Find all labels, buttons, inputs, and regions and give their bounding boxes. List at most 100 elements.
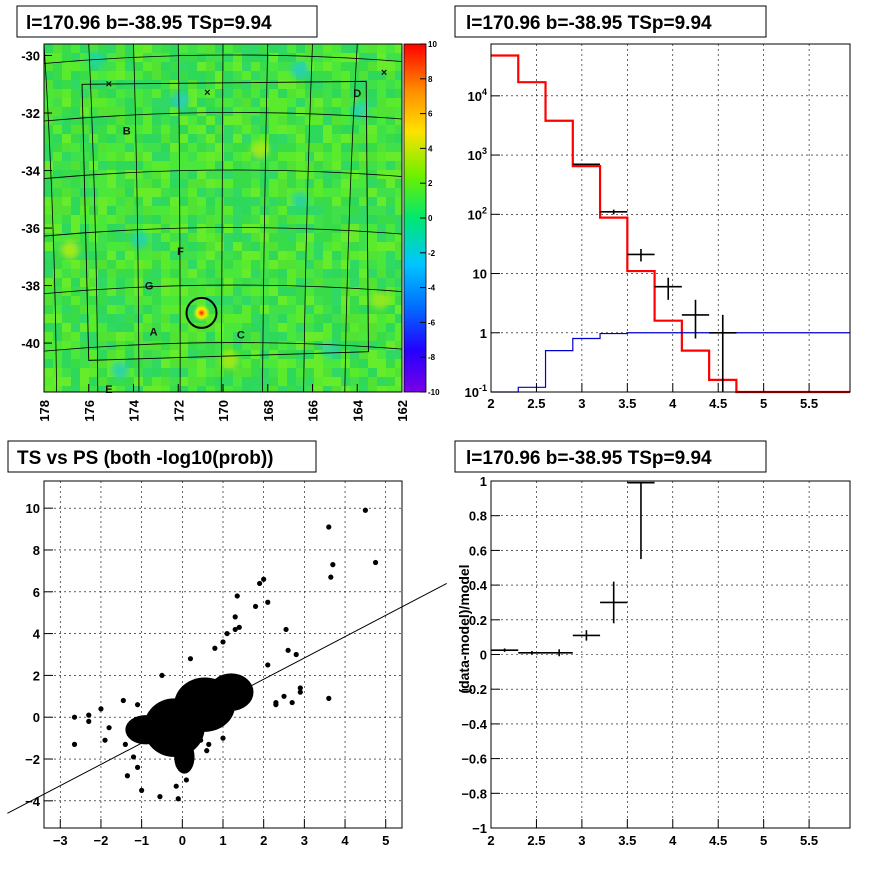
texture-cell bbox=[269, 53, 278, 62]
texture-cell bbox=[341, 305, 350, 314]
texture-cell bbox=[332, 332, 341, 341]
texture-cell bbox=[53, 161, 62, 170]
texture-cell bbox=[305, 332, 314, 341]
texture-cell bbox=[386, 170, 395, 179]
texture-cell bbox=[359, 188, 368, 197]
texture-cell bbox=[179, 359, 188, 368]
texture-cell bbox=[242, 143, 251, 152]
texture-cell bbox=[188, 161, 197, 170]
texture-cell bbox=[395, 161, 402, 170]
texture-cell bbox=[206, 179, 215, 188]
texture-cell bbox=[395, 98, 402, 107]
texture-cell bbox=[53, 278, 62, 287]
texture-cell bbox=[224, 296, 233, 305]
texture-cell bbox=[305, 89, 314, 98]
texture-cell bbox=[359, 341, 368, 350]
texture-cell bbox=[179, 260, 188, 269]
texture-cell bbox=[170, 341, 179, 350]
texture-cell bbox=[134, 71, 143, 80]
texture-cell bbox=[80, 305, 89, 314]
texture-cell bbox=[224, 224, 233, 233]
texture-cell bbox=[332, 251, 341, 260]
texture-cell bbox=[287, 80, 296, 89]
texture-cell bbox=[269, 278, 278, 287]
texture-cell bbox=[215, 323, 224, 332]
texture-cell bbox=[143, 206, 152, 215]
texture-cell bbox=[224, 368, 233, 377]
texture-cell bbox=[197, 170, 206, 179]
texture-cell bbox=[242, 206, 251, 215]
texture-cell bbox=[215, 152, 224, 161]
texture-cell bbox=[71, 125, 80, 134]
texture-cell bbox=[53, 62, 62, 71]
x-tick-label: 5 bbox=[760, 396, 767, 411]
z-tick-label: -8 bbox=[428, 353, 436, 362]
texture-cell bbox=[323, 260, 332, 269]
texture-cell bbox=[314, 287, 323, 296]
texture-cell bbox=[224, 53, 233, 62]
x-tick-label: 4.5 bbox=[709, 396, 727, 411]
texture-cell bbox=[179, 341, 188, 350]
x-tick-label: 5.5 bbox=[800, 396, 818, 411]
texture-cell bbox=[197, 188, 206, 197]
texture-cell bbox=[323, 386, 332, 392]
texture-cell bbox=[350, 341, 359, 350]
texture-cell bbox=[206, 341, 215, 350]
texture-cell bbox=[287, 143, 296, 152]
texture-cell bbox=[71, 332, 80, 341]
texture-cell bbox=[107, 386, 116, 392]
texture-cell bbox=[323, 71, 332, 80]
x-tick-label: 4 bbox=[669, 396, 677, 411]
texture-cell bbox=[278, 233, 287, 242]
texture-cell bbox=[152, 188, 161, 197]
texture-cell bbox=[278, 386, 287, 392]
texture-cell bbox=[323, 332, 332, 341]
texture-cell bbox=[170, 188, 179, 197]
texture-cell bbox=[395, 197, 402, 206]
texture-cell bbox=[350, 62, 359, 71]
texture-cell bbox=[251, 242, 260, 251]
texture-cell bbox=[206, 224, 215, 233]
y-tick-label: 102 bbox=[468, 205, 487, 222]
texture-cell bbox=[242, 314, 251, 323]
texture-cell bbox=[116, 215, 125, 224]
texture-cell bbox=[242, 71, 251, 80]
scatter-point bbox=[206, 741, 212, 747]
texture-cell bbox=[377, 332, 386, 341]
latitude-line bbox=[43, 169, 403, 179]
texture-cell bbox=[143, 350, 152, 359]
y-tick-label: 10 bbox=[26, 501, 40, 516]
texture-cell bbox=[98, 89, 107, 98]
texture-cell bbox=[278, 143, 287, 152]
texture-cell bbox=[215, 179, 224, 188]
texture-cell bbox=[395, 296, 402, 305]
texture-cell bbox=[215, 341, 224, 350]
texture-cell bbox=[107, 224, 116, 233]
texture-cell bbox=[251, 224, 260, 233]
texture-cell bbox=[215, 44, 224, 53]
y-tick-label: −2 bbox=[25, 752, 40, 767]
texture-cell bbox=[296, 98, 305, 107]
texture-cell bbox=[98, 125, 107, 134]
texture-cell bbox=[386, 134, 395, 143]
texture-cell bbox=[125, 233, 134, 242]
texture-cell bbox=[143, 314, 152, 323]
texture-cell bbox=[152, 98, 161, 107]
texture-cell bbox=[341, 143, 350, 152]
texture-cell bbox=[278, 224, 287, 233]
texture-cell bbox=[296, 368, 305, 377]
texture-cell bbox=[89, 305, 98, 314]
texture-cell bbox=[314, 359, 323, 368]
texture-cell bbox=[98, 341, 107, 350]
texture-cell bbox=[350, 359, 359, 368]
texture-cell bbox=[368, 188, 377, 197]
texture-cell bbox=[143, 179, 152, 188]
texture-cell bbox=[260, 71, 269, 80]
texture-cell bbox=[161, 269, 170, 278]
texture-cell bbox=[242, 161, 251, 170]
texture-cell bbox=[89, 179, 98, 188]
texture-cell bbox=[323, 323, 332, 332]
texture-cell bbox=[152, 206, 161, 215]
texture-cell bbox=[323, 98, 332, 107]
x-tick-label: 164 bbox=[350, 399, 365, 421]
